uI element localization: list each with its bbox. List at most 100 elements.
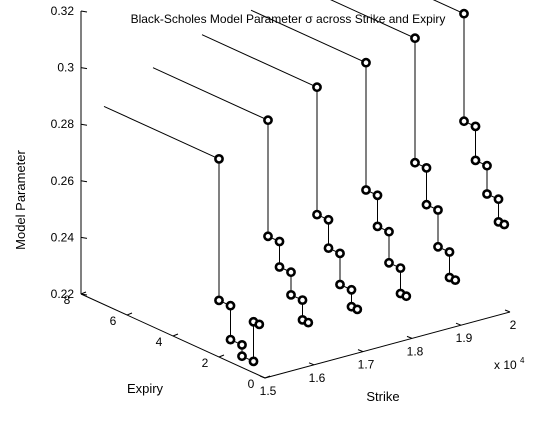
z-tick-mark — [80, 180, 88, 183]
z-tick-mark — [80, 67, 88, 70]
z-tick-label: 0.32 — [51, 4, 75, 18]
y-tick-label: 0 — [248, 377, 255, 391]
data-point-marker — [303, 317, 314, 328]
x-tick-label: 1.7 — [358, 358, 375, 372]
data-point-marker — [335, 279, 345, 290]
z-tick-label: 0.3 — [57, 61, 74, 75]
data-point-marker — [237, 339, 247, 350]
data-point-marker — [237, 351, 247, 362]
z-tick-mark — [80, 293, 88, 296]
series-layer — [103, 0, 510, 367]
series-strike-20000 — [432, 0, 510, 230]
data-point-marker — [248, 356, 259, 367]
data-point-marker — [459, 8, 469, 19]
y-tick-label: 8 — [64, 293, 71, 307]
data-point-marker — [225, 334, 236, 345]
data-point-marker — [323, 243, 334, 253]
y-tick-mark — [264, 375, 271, 379]
y-tick-mark — [172, 333, 179, 337]
data-point-marker — [482, 160, 492, 171]
series-line — [152, 67, 309, 324]
data-point-marker — [459, 116, 469, 127]
data-point-marker — [421, 162, 432, 173]
data-point-marker — [421, 199, 432, 210]
series-line — [330, 0, 456, 281]
data-point-marker — [346, 284, 357, 295]
data-point-marker — [401, 291, 412, 302]
series-line — [103, 105, 260, 363]
data-point-marker — [395, 263, 406, 273]
data-point-marker — [361, 185, 371, 195]
x-tick-mark — [259, 375, 266, 379]
data-point-marker — [470, 155, 481, 166]
data-point-marker — [225, 300, 236, 311]
data-point-marker — [286, 267, 296, 278]
x-axis-line — [264, 311, 511, 379]
data-point-marker — [493, 194, 504, 205]
series-line — [201, 34, 358, 310]
series-strike-18000 — [250, 9, 412, 302]
x-tick-label: 1.8 — [407, 344, 424, 358]
series-strike-17000 — [201, 34, 363, 315]
x-tick-mark — [308, 362, 315, 366]
data-point-marker — [323, 214, 334, 225]
y-tick-label: 4 — [156, 335, 163, 349]
x-tick-label: 2 — [510, 318, 517, 332]
series-line — [250, 9, 407, 297]
data-point-marker — [444, 247, 455, 257]
series-strike-15000 — [103, 105, 265, 367]
z-axis-label: Model Parameter — [13, 149, 28, 249]
y-tick-mark — [126, 312, 133, 316]
x-axis-multiplier-base: x 10 — [494, 358, 517, 372]
x-axis-multiplier-exponent: 4 — [520, 356, 525, 365]
data-point-marker — [263, 231, 273, 242]
data-point-marker — [352, 304, 363, 315]
data-point-marker — [433, 205, 443, 215]
z-tick-label: 0.26 — [51, 174, 75, 188]
data-point-marker — [361, 57, 371, 68]
y-axis-label: Expiry — [127, 381, 164, 396]
data-point-marker — [470, 121, 481, 132]
x-tick-mark — [357, 349, 364, 353]
z-tick-label: 0.22 — [51, 287, 75, 301]
y-tick-mark — [218, 354, 225, 358]
data-point-marker — [312, 82, 322, 93]
z-tick-mark — [80, 10, 88, 13]
x-axis-label: Strike — [366, 389, 399, 404]
data-point-marker — [286, 289, 296, 300]
z-tick-mark — [80, 236, 88, 239]
data-point-marker — [482, 189, 492, 199]
data-point-marker — [433, 241, 443, 252]
data-point-marker — [499, 219, 510, 230]
x-axis-multiplier: x 10 4 — [494, 356, 525, 372]
series-strike-16000 — [152, 67, 314, 328]
x-tick-label: 1.9 — [456, 331, 473, 345]
y-tick-label: 2 — [202, 356, 209, 370]
x-tick-mark — [504, 309, 511, 313]
x-tick-mark — [455, 322, 462, 326]
x-tick-label: 1.6 — [309, 371, 326, 385]
data-point-marker — [214, 153, 224, 164]
axes: 1.5 1.6 1.7 1.8 1.9 2 0 2 4 6 80.22 0.24 0.26 0.28 0.3… — [51, 4, 517, 398]
data-point-marker — [312, 209, 322, 220]
chart-title: Black-Scholes Model Parameter σ across S… — [131, 12, 446, 26]
data-point-marker — [372, 190, 383, 201]
data-point-marker — [274, 236, 285, 247]
y-tick-label: 6 — [110, 314, 117, 328]
data-point-marker — [384, 226, 394, 237]
data-point-marker — [410, 33, 420, 44]
z-tick-mark — [80, 123, 88, 126]
data-point-marker — [450, 275, 461, 285]
z-tick-label: 0.24 — [51, 230, 75, 244]
data-point-marker — [335, 248, 345, 259]
data-point-marker — [410, 157, 420, 168]
data-point-marker — [274, 262, 285, 272]
data-point-marker — [384, 257, 394, 268]
data-point-marker — [214, 295, 224, 306]
series-line — [432, 0, 505, 225]
series-strike-19000 — [330, 0, 461, 285]
x-tick-label: 1.5 — [260, 384, 277, 398]
data-point-marker — [254, 319, 265, 330]
